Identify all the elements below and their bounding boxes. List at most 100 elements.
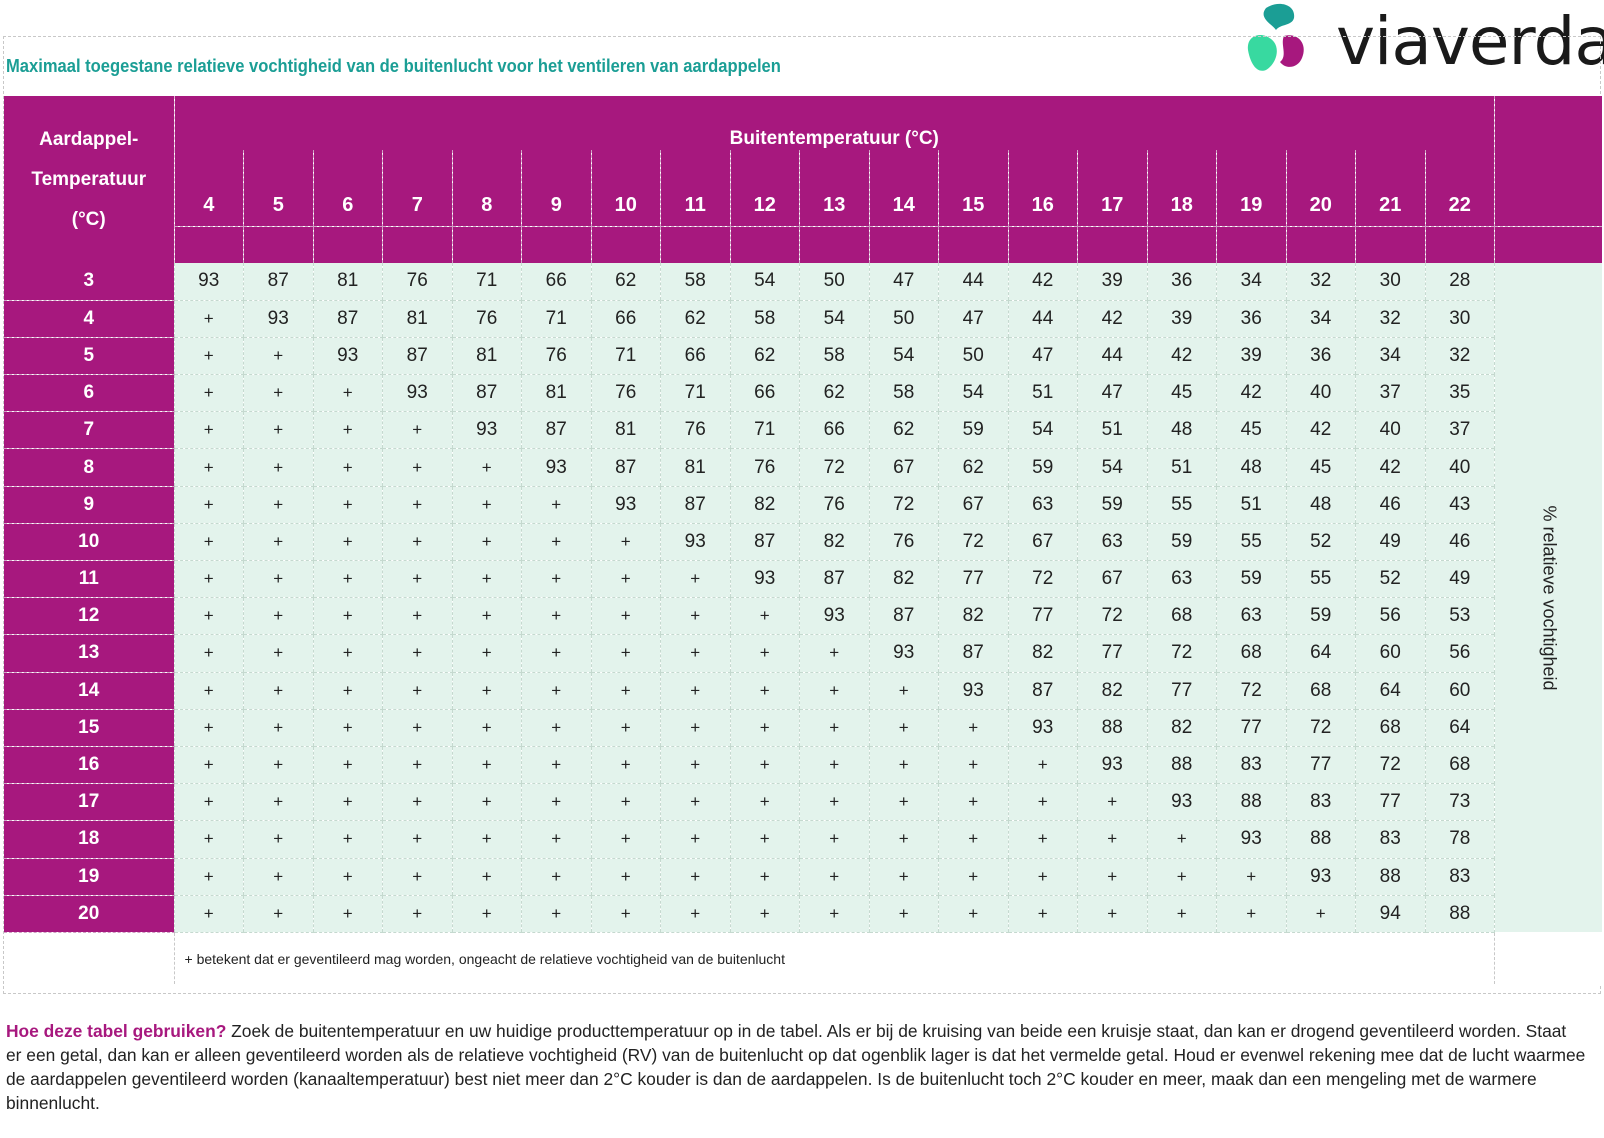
table-cell: + [938, 820, 1008, 859]
table-cell: 72 [1355, 746, 1425, 785]
table-cell: 54 [799, 300, 869, 338]
table-cell: 77 [1007, 597, 1078, 636]
table-cell: 66 [799, 411, 869, 450]
table-cell: 71 [590, 337, 661, 376]
header-sub-cell [868, 150, 939, 186]
table-cell: 59 [938, 411, 1008, 450]
logo-mark-icon [1247, 3, 1304, 71]
table-cell: 88 [1077, 709, 1147, 747]
table-cell: + [173, 672, 244, 710]
header-bottom-cell [1494, 225, 1603, 263]
column-header: 15 [938, 186, 1008, 226]
header-bottom-cell [451, 225, 522, 263]
humidity-table: Aardappel- Temperatuur (°C) Buitentemperatu… [4, 96, 1603, 985]
table-cell: 93 [173, 263, 244, 301]
help-paragraph: Hoe deze tabel gebruiken? Zoek de buiten… [6, 1019, 1586, 1115]
table-cell: 87 [660, 486, 730, 524]
table-cell: + [521, 672, 591, 710]
table-cell: 76 [382, 263, 452, 301]
table-cell: 87 [729, 523, 800, 562]
header-right-top [1494, 96, 1603, 150]
table-row: 7 + + + +93 87 81 76 71 66 62 59 54 51 48 45 42 40 37 [4, 411, 1602, 450]
header-sub-cell [1494, 150, 1603, 186]
table-cell: 34 [1355, 337, 1425, 376]
table-cell: 40 [1355, 411, 1425, 450]
table-cell: + [312, 634, 383, 673]
table-cell: + [660, 597, 730, 636]
table-cell: + [173, 560, 244, 599]
table-cell: + [1077, 858, 1147, 896]
table-cell: + [521, 634, 591, 673]
table-cell: 49 [1355, 523, 1425, 562]
column-header: 19 [1216, 186, 1286, 226]
header-bottom-cell [1007, 225, 1078, 263]
table-cell: 72 [1216, 672, 1286, 710]
table-cell: 68 [1146, 597, 1217, 636]
table-row: 19 + + + + + + + + + + + + + + + +93 88 83 [4, 858, 1602, 896]
row-header: 4 [4, 300, 174, 338]
table-cell: + [1077, 895, 1147, 933]
table-row: 8 + + + + +93 87 81 76 72 67 62 59 54 51 48 45 42 40 [4, 448, 1602, 487]
table-cell: + [729, 895, 800, 933]
table-cell: 42 [1007, 263, 1078, 301]
table-cell: + [660, 895, 730, 933]
header-bottom-cell [1077, 225, 1147, 263]
table-cell: 45 [1146, 374, 1217, 413]
header-sub-cell [1007, 150, 1078, 186]
header-row-columns: 4 5 6 7 8 9 10 11 12 13 14 15 16 17 18 19 20 21 22 [4, 186, 1603, 226]
table-cell: 68 [1424, 746, 1495, 785]
table-cell: 36 [1285, 337, 1356, 376]
table-cell: 77 [1077, 634, 1147, 673]
table-cell: 58 [868, 374, 939, 413]
table-row: 15 + + + + + + + + + + + +93 88 82 77 72 68 64 [4, 709, 1602, 747]
table-cell: 77 [938, 560, 1008, 599]
table-cell: 54 [938, 374, 1008, 413]
header-bottom-cell [868, 225, 939, 263]
header-sub-cell [729, 150, 800, 186]
table-cell: + [451, 709, 522, 747]
row-header: 6 [4, 374, 174, 413]
table-cell: + [1007, 858, 1078, 896]
table-cell: + [382, 858, 452, 896]
table-cell: 42 [1146, 337, 1217, 376]
table-cell: 35 [1424, 374, 1495, 413]
table-cell: + [451, 783, 522, 822]
table-cell: 44 [1077, 337, 1147, 376]
column-header: 18 [1146, 186, 1217, 226]
table-cell: 49 [1424, 560, 1495, 599]
table-cell: + [173, 597, 244, 636]
row-header: 19 [4, 858, 174, 896]
table-cell: 59 [1285, 597, 1356, 636]
table-cell: + [173, 374, 244, 413]
row-header: 7 [4, 411, 174, 450]
row-header: 11 [4, 560, 174, 599]
table-cell: + [729, 597, 800, 636]
table-cell: 93 [451, 411, 522, 450]
table-cell: + [451, 746, 522, 785]
column-header: 9 [521, 186, 591, 226]
table-cell: + [868, 746, 939, 785]
table-cell: + [243, 709, 313, 747]
header-sub-cell [1216, 150, 1286, 186]
table-cell: 44 [1007, 300, 1078, 338]
table-cell: 54 [1077, 448, 1147, 487]
table-cell: + [312, 486, 383, 524]
header-bottom-cell [729, 225, 800, 263]
table-cell: 82 [799, 523, 869, 562]
table-cell: 67 [868, 448, 939, 487]
header-bottom-cell [1216, 225, 1286, 263]
row-header: 12 [4, 597, 174, 636]
table-cell: 81 [312, 263, 383, 301]
table-cell: + [660, 746, 730, 785]
table-cell: + [451, 895, 522, 933]
table-cell: + [451, 672, 522, 710]
table-cell: 42 [1216, 374, 1286, 413]
column-header: 21 [1355, 186, 1425, 226]
help-body: Zoek de buitentemperatuur en uw huidige … [6, 1021, 1586, 1113]
table-cell: 87 [938, 634, 1008, 673]
header-bottom-cell [590, 225, 661, 263]
table-cell: + [799, 820, 869, 859]
table-cell: + [243, 597, 313, 636]
table-cell: + [660, 858, 730, 896]
column-header: 8 [451, 186, 522, 226]
